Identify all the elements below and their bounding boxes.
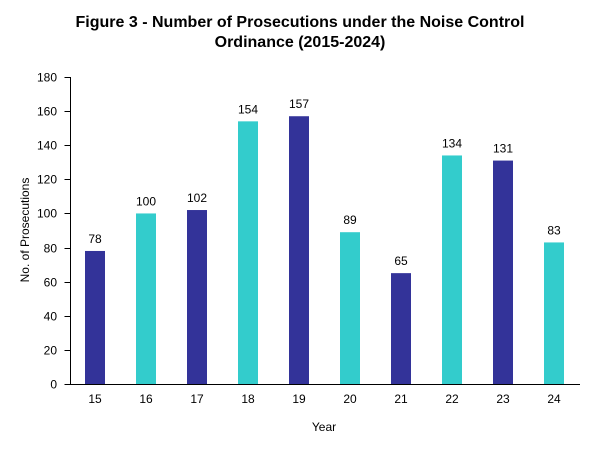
y-tick-label: 0 — [50, 378, 57, 392]
y-tick-label: 140 — [37, 139, 57, 153]
x-tick-label-16: 16 — [139, 392, 153, 406]
chart-title: Figure 3 - Number of Prosecutions under … — [0, 13, 600, 53]
data-label-18: 154 — [238, 102, 258, 116]
bar-19 — [289, 116, 309, 384]
data-label-19: 157 — [289, 97, 309, 111]
bar-22 — [442, 155, 462, 384]
x-tick-label-17: 17 — [190, 392, 204, 406]
bar-24 — [544, 242, 564, 384]
y-tick-label: 100 — [37, 207, 57, 221]
bar-20 — [340, 232, 360, 384]
bar-18 — [238, 121, 258, 384]
x-tick-label-19: 19 — [292, 392, 306, 406]
x-tick-label-21: 21 — [394, 392, 408, 406]
x-tick-label-20: 20 — [343, 392, 357, 406]
y-tick-label: 160 — [37, 105, 57, 119]
x-tick-label-24: 24 — [547, 392, 561, 406]
data-label-23: 131 — [493, 142, 513, 156]
chart-title-line1: Figure 3 - Number of Prosecutions under … — [75, 14, 525, 31]
bar-21 — [391, 273, 411, 384]
data-label-17: 102 — [187, 191, 207, 205]
chart-title-line2: Ordinance (2015-2024) — [214, 34, 386, 51]
y-axis-label: No. of Prosecutions — [18, 178, 32, 283]
data-label-21: 65 — [394, 254, 408, 268]
y-tick-label: 180 — [37, 71, 57, 85]
y-tick-label: 120 — [37, 173, 57, 187]
bar-16 — [136, 213, 156, 384]
x-axis-label: Year — [312, 420, 336, 434]
bar-17 — [187, 210, 207, 384]
data-label-15: 78 — [88, 232, 102, 246]
data-label-24: 83 — [547, 223, 561, 237]
x-tick-label-18: 18 — [241, 392, 255, 406]
y-tick-label: 20 — [44, 344, 58, 358]
y-tick-label: 40 — [44, 310, 58, 324]
y-tick-label: 80 — [44, 242, 58, 256]
x-tick-label-23: 23 — [496, 392, 510, 406]
x-tick-label-15: 15 — [88, 392, 102, 406]
data-label-22: 134 — [442, 136, 462, 150]
data-label-20: 89 — [343, 213, 357, 227]
bar-15 — [85, 250, 105, 384]
y-tick-label: 60 — [44, 276, 58, 290]
x-tick-label-22: 22 — [445, 392, 459, 406]
data-label-16: 100 — [136, 194, 156, 208]
bar-23 — [493, 160, 513, 384]
